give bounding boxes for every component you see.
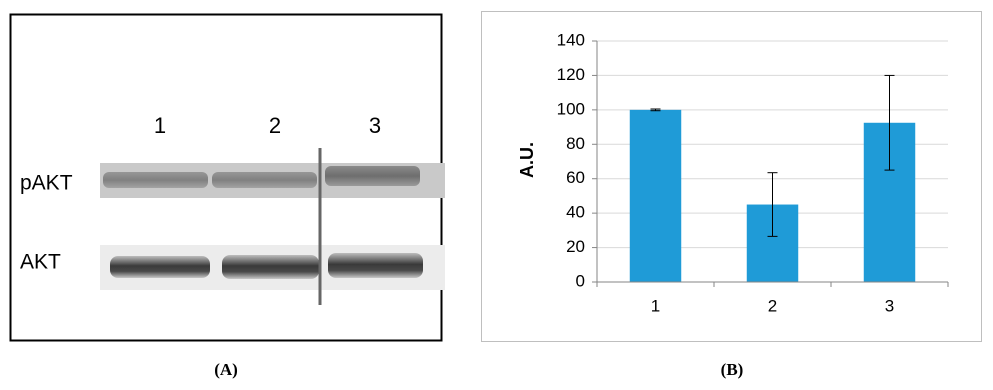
y-tick-label: 120 bbox=[557, 65, 585, 84]
row-label: AKT bbox=[20, 251, 61, 274]
y-tick-label: 60 bbox=[566, 168, 585, 187]
panel-label: (A) bbox=[214, 360, 238, 379]
x-tick-label: 3 bbox=[885, 296, 894, 315]
blot-strip bbox=[100, 163, 445, 198]
x-tick-label: 1 bbox=[651, 296, 660, 315]
y-tick-label: 100 bbox=[557, 99, 585, 118]
row-label: pAKT bbox=[20, 172, 73, 195]
y-tick-label: 80 bbox=[566, 134, 585, 153]
y-tick-label: 140 bbox=[557, 30, 585, 49]
y-tick-label: 40 bbox=[566, 203, 585, 222]
figure: 1 2 3 pAKT AKT (A) (B) A.U. 0 20 40 60 80 100… bbox=[0, 0, 993, 385]
blot-strip bbox=[100, 245, 445, 290]
lane-label: 2 bbox=[269, 113, 281, 138]
y-tick-label: 20 bbox=[566, 237, 585, 256]
x-tick-label: 2 bbox=[768, 296, 777, 315]
page: 1 2 3 pAKT AKT (A) (B) A.U. 0 20 40 60 80 100… bbox=[0, 0, 993, 390]
bar bbox=[630, 110, 681, 282]
panel-label: (B) bbox=[721, 360, 744, 379]
lane-label: 1 bbox=[154, 113, 166, 138]
y-tick-label: 0 bbox=[576, 271, 585, 290]
y-axis-label: A.U. bbox=[517, 142, 537, 178]
lane-label: 3 bbox=[369, 113, 381, 138]
